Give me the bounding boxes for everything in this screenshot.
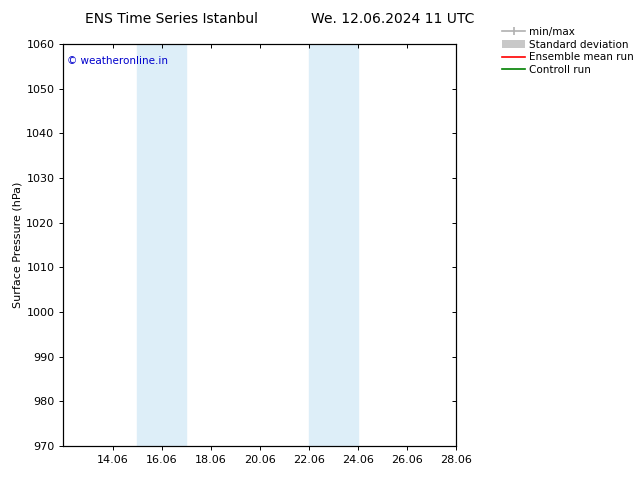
Y-axis label: Surface Pressure (hPa): Surface Pressure (hPa) <box>12 182 22 308</box>
Text: © weatheronline.in: © weatheronline.in <box>67 56 169 66</box>
Bar <box>309 44 358 446</box>
Text: We. 12.06.2024 11 UTC: We. 12.06.2024 11 UTC <box>311 12 475 26</box>
Bar <box>137 44 186 446</box>
Text: ENS Time Series Istanbul: ENS Time Series Istanbul <box>85 12 257 26</box>
Legend: min/max, Standard deviation, Ensemble mean run, Controll run: min/max, Standard deviation, Ensemble me… <box>502 27 634 75</box>
